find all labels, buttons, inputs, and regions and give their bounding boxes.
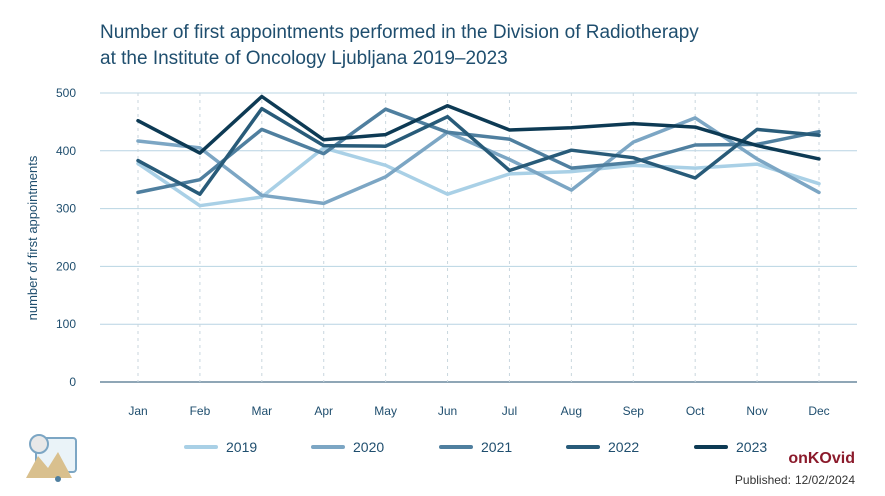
- y-tick-labels: 0 100 200 300 400 500: [56, 86, 76, 389]
- legend-label-2021: 2021: [481, 439, 512, 455]
- y-tick-label: 500: [56, 86, 76, 100]
- y-tick-label: 400: [56, 144, 76, 158]
- x-tick-label: Mar: [251, 404, 272, 418]
- brand-name: onKOvid: [788, 450, 855, 467]
- x-tick-label: Dec: [808, 404, 829, 418]
- legend-label-2020: 2020: [353, 439, 384, 455]
- y-tick-label: 200: [56, 259, 76, 273]
- series-line-2022: [136, 106, 821, 196]
- chart-title-line-2: at the Institute of Oncology Ljubljana 2…: [100, 48, 508, 69]
- series-line-2019: [136, 146, 821, 208]
- x-gridlines: [137, 93, 820, 382]
- chart-title-line-1: Number of first appointments performed i…: [100, 22, 699, 43]
- y-tick-label: 100: [56, 317, 76, 331]
- published-date: Published: 12/02/2024: [731, 473, 855, 487]
- x-tick-label: Jul: [502, 404, 517, 418]
- x-tick-label: Oct: [686, 404, 705, 418]
- legend-label-2019: 2019: [226, 439, 257, 455]
- x-tick-label: Aug: [561, 404, 582, 418]
- grid: [100, 92, 857, 383]
- x-tick-labels: Jan Feb Mar Apr May Jun Jul Aug Sep Oct Nov Dec: [128, 404, 829, 418]
- x-tick-label: Nov: [746, 404, 767, 418]
- legend-label-2023: 2023: [736, 439, 767, 455]
- legend-label-2022: 2022: [608, 439, 639, 455]
- y-tick-label: 300: [56, 202, 76, 216]
- x-tick-label: Jan: [128, 404, 147, 418]
- published-label: Published:: [734, 473, 791, 487]
- series-line-2023: [136, 94, 821, 161]
- series-lines: [136, 94, 821, 208]
- x-tick-label: Feb: [190, 404, 211, 418]
- chart-title: Number of first appointments performed i…: [100, 20, 800, 72]
- legend: 2019 2020 2021 2022 2023: [184, 439, 767, 455]
- y-tick-label: 0: [69, 375, 76, 389]
- series-line-2021: [136, 107, 821, 195]
- published-value: 12/02/2024: [794, 473, 855, 487]
- onkovid-logo-icon: [26, 434, 77, 482]
- y-axis-label: number of first appointments: [25, 155, 40, 320]
- x-tick-label: May: [374, 404, 397, 418]
- x-tick-label: Apr: [314, 404, 333, 418]
- x-tick-label: Jun: [438, 404, 457, 418]
- x-tick-label: Sep: [623, 404, 645, 418]
